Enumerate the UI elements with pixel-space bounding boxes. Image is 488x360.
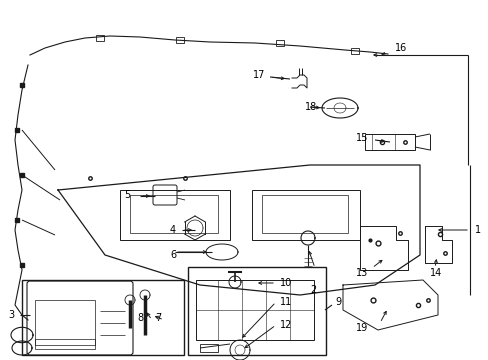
Text: 17: 17 (252, 70, 264, 80)
Bar (200, 344, 218, 352)
Bar (350, 48, 358, 54)
Text: 9: 9 (334, 297, 341, 307)
Text: 16: 16 (394, 43, 407, 53)
Bar (35, 339, 95, 349)
Text: 10: 10 (280, 278, 292, 288)
Text: 12: 12 (280, 320, 292, 330)
Text: 2: 2 (309, 285, 316, 295)
Bar (120, 190, 229, 240)
Text: 14: 14 (429, 268, 441, 278)
Bar (251, 190, 359, 240)
Bar (364, 134, 414, 150)
Text: 8: 8 (137, 313, 143, 323)
Text: 1: 1 (474, 225, 480, 235)
Text: 18: 18 (305, 102, 317, 112)
Text: 11: 11 (280, 297, 292, 307)
Text: 5: 5 (123, 190, 130, 200)
Bar (96, 35, 104, 41)
Text: 15: 15 (355, 133, 367, 143)
Bar (187, 267, 325, 355)
Text: 3: 3 (8, 310, 14, 320)
Bar (35, 300, 95, 345)
Text: 19: 19 (355, 323, 367, 333)
Text: 13: 13 (355, 268, 367, 278)
Text: 4: 4 (170, 225, 176, 235)
Text: 7: 7 (155, 313, 161, 323)
Bar (22, 280, 183, 355)
Bar (275, 40, 284, 46)
Bar (176, 37, 183, 43)
Text: 6: 6 (170, 250, 176, 260)
Bar (196, 280, 313, 340)
Bar (130, 195, 218, 233)
Bar (262, 195, 347, 233)
